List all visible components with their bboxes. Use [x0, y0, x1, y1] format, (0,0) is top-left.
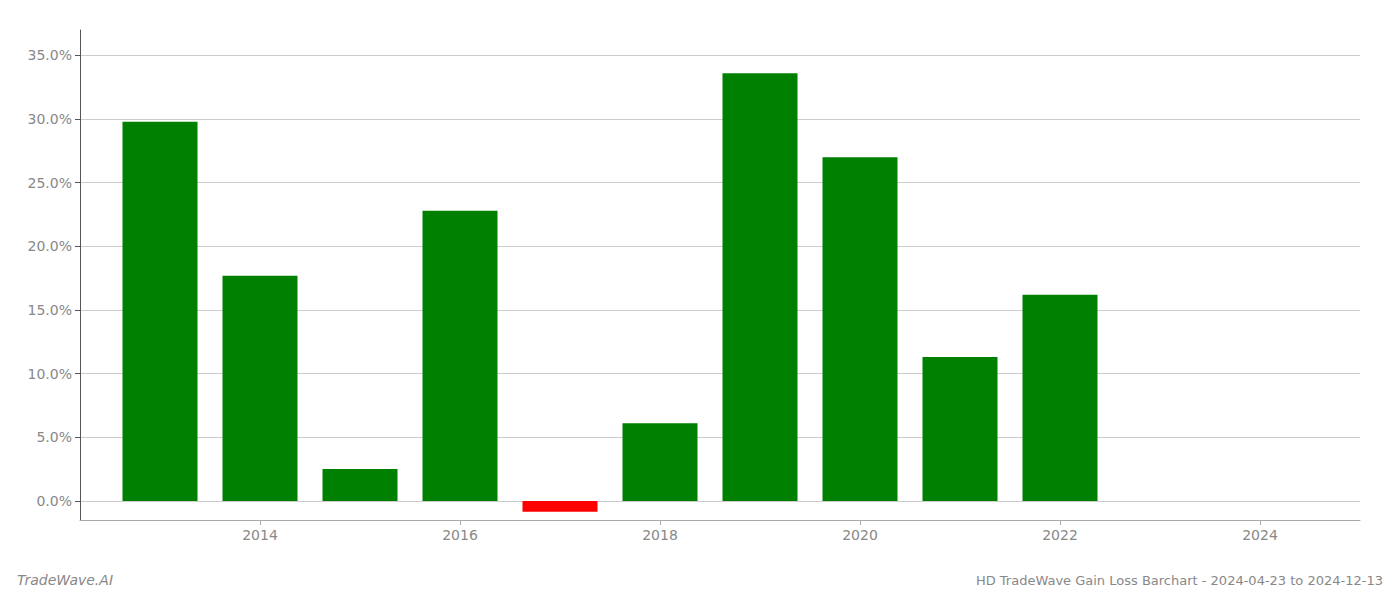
svg-text:2020: 2020	[842, 527, 878, 543]
svg-text:15.0%: 15.0%	[28, 302, 72, 318]
svg-text:HD TradeWave Gain Loss Barchar: HD TradeWave Gain Loss Barchart - 2024-0…	[976, 573, 1383, 588]
svg-text:10.0%: 10.0%	[28, 366, 72, 382]
svg-text:20.0%: 20.0%	[28, 238, 72, 254]
svg-text:2016: 2016	[442, 527, 478, 543]
svg-text:0.0%: 0.0%	[36, 493, 72, 509]
svg-text:TradeWave.AI: TradeWave.AI	[17, 572, 113, 588]
svg-text:30.0%: 30.0%	[28, 111, 72, 127]
svg-text:2024: 2024	[1242, 527, 1278, 543]
svg-text:2022: 2022	[1042, 527, 1078, 543]
svg-text:25.0%: 25.0%	[28, 175, 72, 191]
svg-text:5.0%: 5.0%	[36, 429, 72, 445]
svg-text:35.0%: 35.0%	[28, 47, 72, 63]
svg-text:2014: 2014	[242, 527, 278, 543]
svg-text:2018: 2018	[642, 527, 678, 543]
